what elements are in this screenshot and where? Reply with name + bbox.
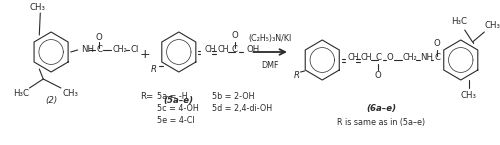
Text: NH: NH: [420, 54, 434, 62]
Text: DMF: DMF: [262, 60, 279, 69]
Text: O: O: [96, 32, 102, 41]
Text: CH: CH: [348, 54, 360, 62]
Text: CH: CH: [217, 46, 228, 55]
Text: R=: R=: [140, 92, 153, 101]
Text: CH₃: CH₃: [30, 3, 46, 12]
Text: Cl: Cl: [130, 46, 139, 55]
Text: O: O: [375, 71, 382, 80]
Text: CH₂: CH₂: [113, 46, 128, 55]
Text: CH₃: CH₃: [460, 91, 476, 100]
Text: O: O: [434, 39, 440, 48]
Text: C: C: [375, 54, 381, 62]
Text: H₃C: H₃C: [451, 18, 467, 27]
Text: C: C: [232, 46, 238, 55]
Text: H₃C: H₃C: [14, 89, 30, 98]
Text: R: R: [151, 66, 157, 75]
Text: 5d = 2,4-di-OH: 5d = 2,4-di-OH: [212, 104, 272, 113]
Text: NH: NH: [82, 46, 94, 55]
Text: CH: CH: [204, 46, 216, 55]
Text: 5a = -H: 5a = -H: [157, 92, 188, 101]
Text: 5c = 4-OH: 5c = 4-OH: [157, 104, 199, 113]
Text: 5e = 4-Cl: 5e = 4-Cl: [157, 116, 195, 125]
Text: CH₃: CH₃: [62, 89, 78, 98]
Text: (6a–e): (6a–e): [366, 104, 396, 113]
Text: +: +: [140, 48, 150, 61]
Text: (5a–e): (5a–e): [164, 96, 194, 105]
Text: O: O: [386, 54, 394, 62]
Text: 5b = 2-OH: 5b = 2-OH: [212, 92, 254, 101]
Text: R: R: [294, 70, 300, 79]
Text: CH₂: CH₂: [403, 54, 417, 62]
Text: CH: CH: [360, 54, 372, 62]
Text: OH: OH: [246, 46, 260, 55]
Text: O: O: [232, 31, 238, 40]
Text: (2): (2): [45, 96, 57, 105]
Text: C: C: [96, 46, 102, 55]
Text: C: C: [434, 54, 440, 62]
Text: CH₃: CH₃: [484, 21, 500, 30]
Text: (C₂H₅)₃N/KI: (C₂H₅)₃N/KI: [248, 33, 292, 42]
Text: R is same as in (5a–e): R is same as in (5a–e): [337, 117, 426, 126]
